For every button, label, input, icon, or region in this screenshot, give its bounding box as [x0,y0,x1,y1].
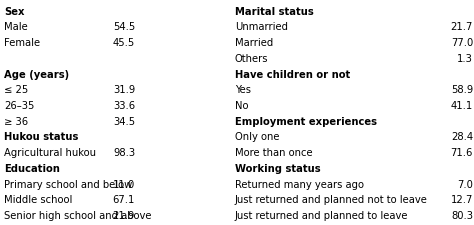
Text: 71.6: 71.6 [451,148,473,157]
Text: 67.1: 67.1 [113,194,135,204]
Text: No: No [235,101,248,110]
Text: 31.9: 31.9 [113,85,135,95]
Text: Middle school: Middle school [4,194,72,204]
Text: 80.3: 80.3 [451,210,473,220]
Text: Primary school and below: Primary school and below [4,179,132,189]
Text: Senior high school and above: Senior high school and above [4,210,151,220]
Text: Female: Female [4,38,40,48]
Text: Unmarried: Unmarried [235,22,288,32]
Text: 28.4: 28.4 [451,132,473,142]
Text: 98.3: 98.3 [113,148,135,157]
Text: Education: Education [4,163,60,173]
Text: Agricultural hukou: Agricultural hukou [4,148,96,157]
Text: 33.6: 33.6 [113,101,135,110]
Text: Employment experiences: Employment experiences [235,116,377,126]
Text: Returned many years ago: Returned many years ago [235,179,364,189]
Text: Hukou status: Hukou status [4,132,78,142]
Text: 45.5: 45.5 [113,38,135,48]
Text: 11.0: 11.0 [113,179,135,189]
Text: 21.7: 21.7 [451,22,473,32]
Text: Sex: Sex [4,7,24,17]
Text: Others: Others [235,54,268,64]
Text: 1.3: 1.3 [457,54,473,64]
Text: 34.5: 34.5 [113,116,135,126]
Text: Just returned and planned to leave: Just returned and planned to leave [235,210,408,220]
Text: Just returned and planned not to leave: Just returned and planned not to leave [235,194,428,204]
Text: More than once: More than once [235,148,312,157]
Text: 58.9: 58.9 [451,85,473,95]
Text: 21.9: 21.9 [113,210,135,220]
Text: ≥ 36: ≥ 36 [4,116,28,126]
Text: Yes: Yes [235,85,251,95]
Text: 54.5: 54.5 [113,22,135,32]
Text: Working status: Working status [235,163,320,173]
Text: Male: Male [4,22,27,32]
Text: 26–35: 26–35 [4,101,34,110]
Text: 41.1: 41.1 [451,101,473,110]
Text: 12.7: 12.7 [451,194,473,204]
Text: 77.0: 77.0 [451,38,473,48]
Text: Have children or not: Have children or not [235,69,350,79]
Text: 7.0: 7.0 [457,179,473,189]
Text: Only one: Only one [235,132,279,142]
Text: Married: Married [235,38,273,48]
Text: ≤ 25: ≤ 25 [4,85,28,95]
Text: Age (years): Age (years) [4,69,69,79]
Text: Marital status: Marital status [235,7,313,17]
